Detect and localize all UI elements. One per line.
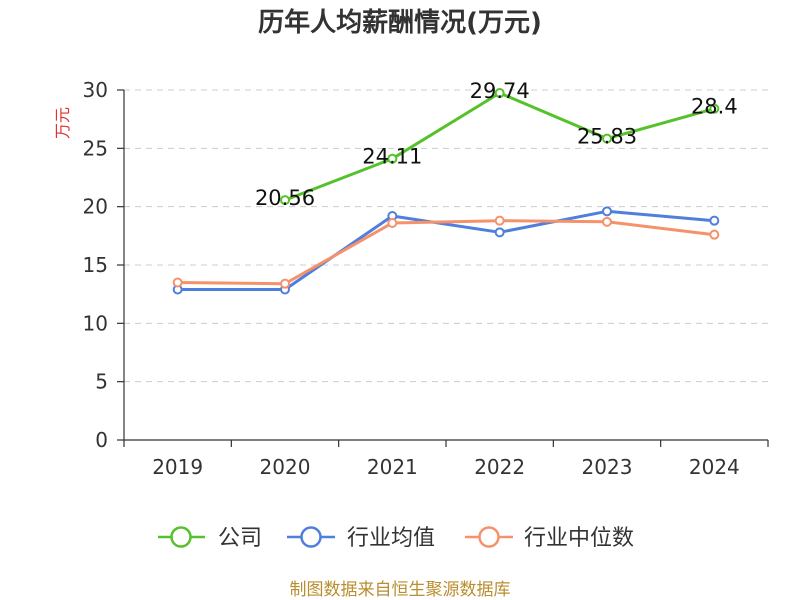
company-point (387, 153, 398, 164)
industry-mean-line (176, 209, 716, 291)
industry-median-point (709, 229, 720, 240)
x-tick-label: 2019 (152, 455, 203, 479)
industry-mean-point (494, 227, 505, 238)
legend-marker-industry-mean (300, 526, 322, 548)
company-data-label: 29.74 (470, 79, 530, 103)
x-tick-label: 2024 (689, 455, 740, 479)
legend-item-industry-mean[interactable]: 行业均值 (287, 526, 435, 551)
legend-label-company: 公司 (218, 526, 262, 551)
company-data-label: 25.83 (577, 125, 637, 149)
series-industry-mean (172, 206, 720, 295)
industry-median-point (387, 218, 398, 228)
legend-marker-industry-median (478, 526, 500, 548)
y-tick-label: 20 (83, 195, 108, 219)
series-company (280, 88, 720, 206)
source-note: 制图数据来自恒生聚源数据库 (290, 580, 511, 600)
industry-median-point (172, 277, 183, 288)
legend: 公司 行业均值 行业中位数 (158, 526, 634, 551)
y-tick-label: 25 (83, 136, 108, 160)
industry-mean-point (709, 215, 720, 226)
chart-title: 历年人均薪酬情况(万元) (258, 7, 542, 38)
x-tick-label: 2022 (474, 455, 525, 479)
data-labels: 20.56 24.11 29.74 25.83 28.4 (255, 79, 738, 210)
legend-item-company[interactable]: 公司 (158, 526, 262, 551)
x-tick-label: 2023 (582, 455, 633, 479)
series-industry-median (172, 215, 720, 289)
x-tick-label: 2020 (260, 455, 311, 479)
legend-marker-company (170, 526, 192, 548)
company-data-label: 24.11 (362, 145, 422, 169)
y-tick-label: 10 (83, 311, 108, 335)
x-tick-label: 2021 (367, 455, 418, 479)
y-tick-label: 5 (95, 370, 108, 394)
grid (124, 89, 768, 383)
y-axis-label: 万元 (53, 107, 72, 139)
y-tick-label: 30 (83, 78, 108, 102)
axes: 0 5 10 15 20 25 30 2019 2020 2021 2022 2023 2024 (83, 78, 769, 479)
company-point (709, 103, 720, 114)
series-group (172, 88, 720, 295)
company-data-label: 20.56 (255, 186, 315, 210)
y-tick-label: 0 (95, 428, 108, 452)
legend-label-industry-mean: 行业均值 (347, 526, 435, 551)
legend-label-industry-median: 行业中位数 (524, 526, 634, 551)
company-data-label: 28.4 (691, 95, 738, 119)
company-line (283, 91, 716, 202)
legend-item-industry-median[interactable]: 行业中位数 (465, 526, 634, 551)
y-tick-label: 15 (83, 253, 108, 277)
industry-median-point (280, 278, 290, 289)
company-point (494, 88, 505, 99)
company-point (280, 195, 290, 206)
industry-median-line (176, 219, 716, 286)
company-point (602, 133, 612, 144)
industry-median-point (602, 216, 612, 227)
industry-mean-point (602, 206, 612, 217)
industry-median-point (494, 215, 505, 226)
